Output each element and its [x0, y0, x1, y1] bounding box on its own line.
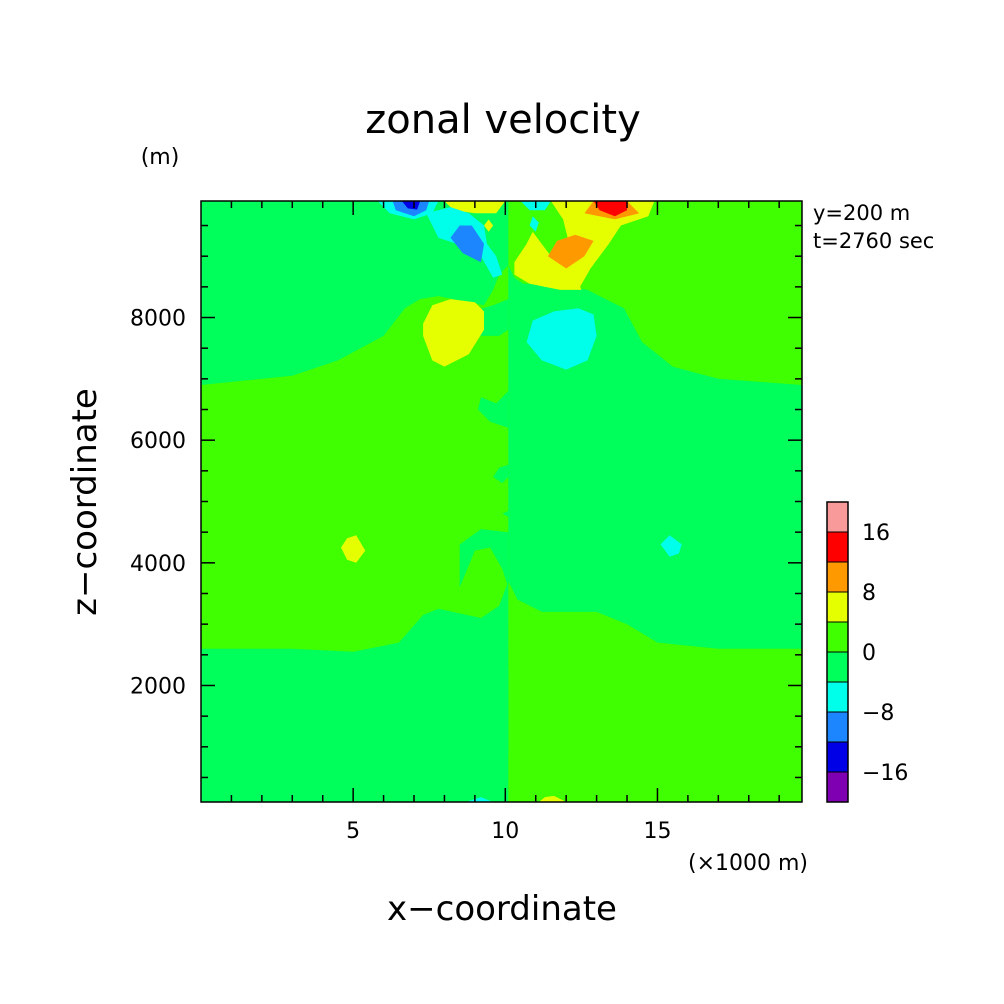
contour-region — [547, 234, 594, 269]
contour-region — [660, 535, 682, 557]
contour-region — [493, 464, 509, 484]
contour-region — [502, 510, 518, 517]
colorbar-swatch — [826, 501, 849, 533]
axis-ticks — [201, 201, 802, 802]
colorbar: 16 8 0 −8 −16 — [826, 501, 908, 803]
colorbar-swatch — [826, 711, 849, 743]
contour-region — [423, 299, 484, 367]
y-tick-label: 6000 — [130, 429, 186, 454]
colorbar-swatch — [826, 531, 849, 563]
contour-region — [450, 667, 509, 760]
contour-region — [459, 529, 509, 588]
contour-region — [514, 231, 582, 290]
contour-region — [484, 219, 494, 232]
info-line-y: y=200 m — [813, 201, 910, 225]
colorbar-swatch — [826, 681, 849, 713]
y-tick-label: 2000 — [130, 674, 186, 699]
info-line-t: t=2760 sec — [813, 229, 934, 253]
colorbar-swatch — [826, 771, 849, 803]
plot-area — [201, 201, 802, 802]
x-tick-label: 10 — [491, 819, 519, 844]
y-unit-label: (m) — [141, 145, 180, 170]
tick-labels: 5 10 15 2000 4000 6000 8000 — [130, 307, 671, 844]
contour-region — [526, 308, 597, 370]
colorbar-label: −16 — [862, 761, 908, 786]
colorbar-label: 8 — [862, 581, 876, 606]
y-tick-label: 4000 — [130, 552, 186, 577]
contour-region — [465, 797, 494, 802]
contour-region — [532, 526, 564, 569]
contour-region — [550, 201, 655, 290]
x-tick-label: 15 — [643, 819, 671, 844]
colorbar-label: 0 — [862, 641, 876, 666]
contour-region — [538, 795, 567, 802]
contour-region — [401, 201, 421, 210]
chart-title: zonal velocity — [365, 97, 641, 143]
colorbar-swatch — [826, 741, 849, 773]
colorbar-label: 16 — [862, 521, 890, 546]
colorbar-swatch — [826, 561, 849, 593]
contour-region — [201, 201, 509, 385]
contour-region — [593, 201, 627, 217]
x-unit-label: (×1000 m) — [688, 851, 808, 876]
contour-region — [477, 391, 509, 428]
plot-frame — [200, 200, 803, 803]
contour-region — [529, 216, 539, 232]
x-axis-label: x−coordinate — [387, 889, 617, 929]
contour-region — [450, 225, 484, 263]
y-axis-label: z−coordinate — [65, 388, 105, 616]
colorbar-label: −8 — [862, 701, 894, 726]
colorbar-swatch — [826, 621, 849, 653]
contour-region — [201, 581, 509, 802]
x-tick-label: 5 — [346, 819, 360, 844]
colorbar-frame — [826, 501, 849, 803]
y-tick-label: 8000 — [130, 307, 186, 332]
colorbar-swatch — [826, 591, 849, 623]
contour-region — [341, 535, 366, 563]
colorbar-swatch — [826, 651, 849, 683]
